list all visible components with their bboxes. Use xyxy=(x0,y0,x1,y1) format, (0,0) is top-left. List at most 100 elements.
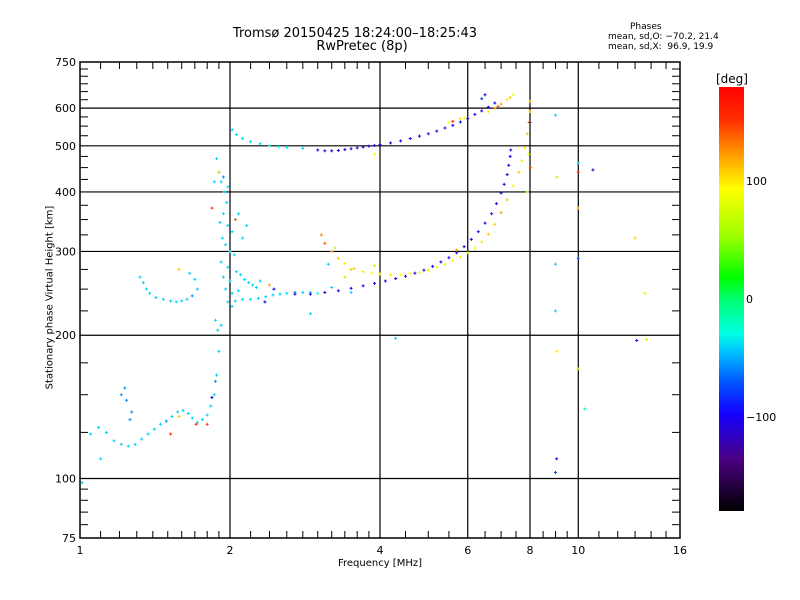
data-point xyxy=(591,168,595,172)
data-point xyxy=(417,270,421,274)
point-v xyxy=(418,134,420,138)
point-v xyxy=(337,256,339,260)
point-v xyxy=(213,393,215,397)
y-tick-label: 75 xyxy=(62,532,76,545)
point-v xyxy=(220,260,222,264)
data-point xyxy=(154,296,158,300)
point-v xyxy=(400,273,402,277)
point-v xyxy=(530,166,532,170)
data-point xyxy=(486,232,490,236)
data-point xyxy=(236,212,240,216)
data-point xyxy=(426,132,430,136)
data-point xyxy=(553,262,557,266)
point-v xyxy=(491,212,493,216)
data-point xyxy=(200,418,204,422)
point-v xyxy=(374,143,376,147)
data-point xyxy=(517,170,521,174)
point-v xyxy=(224,190,226,194)
data-point xyxy=(232,253,236,257)
data-point xyxy=(272,287,276,291)
data-point xyxy=(241,236,245,240)
data-point xyxy=(455,248,459,252)
data-point xyxy=(271,293,275,297)
point-v xyxy=(500,191,502,195)
point-v xyxy=(250,140,252,144)
data-point xyxy=(507,163,511,167)
data-point xyxy=(225,201,229,205)
data-point xyxy=(112,439,116,443)
data-point xyxy=(233,218,237,222)
point-v xyxy=(554,262,556,266)
data-point xyxy=(576,161,580,165)
series-f-trace-low-cyan- xyxy=(138,267,320,304)
data-point xyxy=(186,411,190,415)
data-point xyxy=(555,349,559,353)
point-v xyxy=(644,291,646,295)
data-point xyxy=(245,224,249,228)
point-v xyxy=(481,240,483,244)
point-v xyxy=(147,432,149,436)
point-v xyxy=(259,279,261,283)
data-point xyxy=(213,318,217,322)
y-tick-label: 400 xyxy=(55,186,76,199)
data-point xyxy=(466,117,470,121)
point-v xyxy=(331,149,333,153)
data-point xyxy=(383,279,387,283)
chart-title-text: Tromsø 20150425 18:24:00–18:25:43 xyxy=(232,26,478,41)
point-v xyxy=(374,152,376,156)
point-v xyxy=(337,289,339,293)
point-v xyxy=(286,145,288,149)
data-point xyxy=(373,281,377,285)
colorbar-tick-label: 100 xyxy=(746,175,767,188)
data-point xyxy=(228,249,232,253)
data-point xyxy=(177,267,181,271)
data-point xyxy=(152,427,156,431)
data-point xyxy=(301,146,305,150)
point-v xyxy=(191,416,193,420)
data-point xyxy=(278,292,282,296)
colorbar-tick-label: 0 xyxy=(746,293,753,306)
data-point xyxy=(308,312,312,316)
data-point xyxy=(226,300,230,304)
point-v xyxy=(512,184,514,188)
point-v xyxy=(395,277,397,281)
data-point xyxy=(555,175,559,179)
data-point xyxy=(426,268,430,272)
data-point xyxy=(576,206,580,210)
data-point xyxy=(247,281,251,285)
data-point xyxy=(170,414,174,418)
data-point xyxy=(455,251,459,255)
data-point xyxy=(361,145,365,149)
point-v xyxy=(141,437,143,441)
data-point xyxy=(529,166,533,170)
point-v xyxy=(577,170,579,174)
point-v xyxy=(206,422,208,426)
point-v xyxy=(556,349,558,353)
data-point xyxy=(343,261,347,265)
data-point xyxy=(226,224,230,228)
data-points xyxy=(80,93,648,485)
point-v xyxy=(512,93,514,97)
point-v xyxy=(294,290,296,294)
data-point xyxy=(373,143,377,147)
data-point xyxy=(125,398,129,402)
point-v xyxy=(244,277,246,281)
point-v xyxy=(246,224,248,228)
data-point xyxy=(249,297,253,301)
data-point xyxy=(205,413,209,417)
point-v xyxy=(250,297,252,301)
point-v xyxy=(510,148,512,152)
data-point xyxy=(576,170,580,174)
stats-x-mode: mean, sd,X: 96.9, 19.9 xyxy=(608,42,714,52)
y-tick-label: 600 xyxy=(55,102,76,115)
point-v xyxy=(129,418,131,422)
data-point xyxy=(230,128,234,132)
data-point xyxy=(330,249,334,253)
data-point xyxy=(146,432,150,436)
point-v xyxy=(427,132,429,136)
point-v xyxy=(218,170,220,174)
point-v xyxy=(554,113,556,117)
point-v xyxy=(264,300,266,304)
point-v xyxy=(187,411,189,415)
point-v xyxy=(279,292,281,296)
